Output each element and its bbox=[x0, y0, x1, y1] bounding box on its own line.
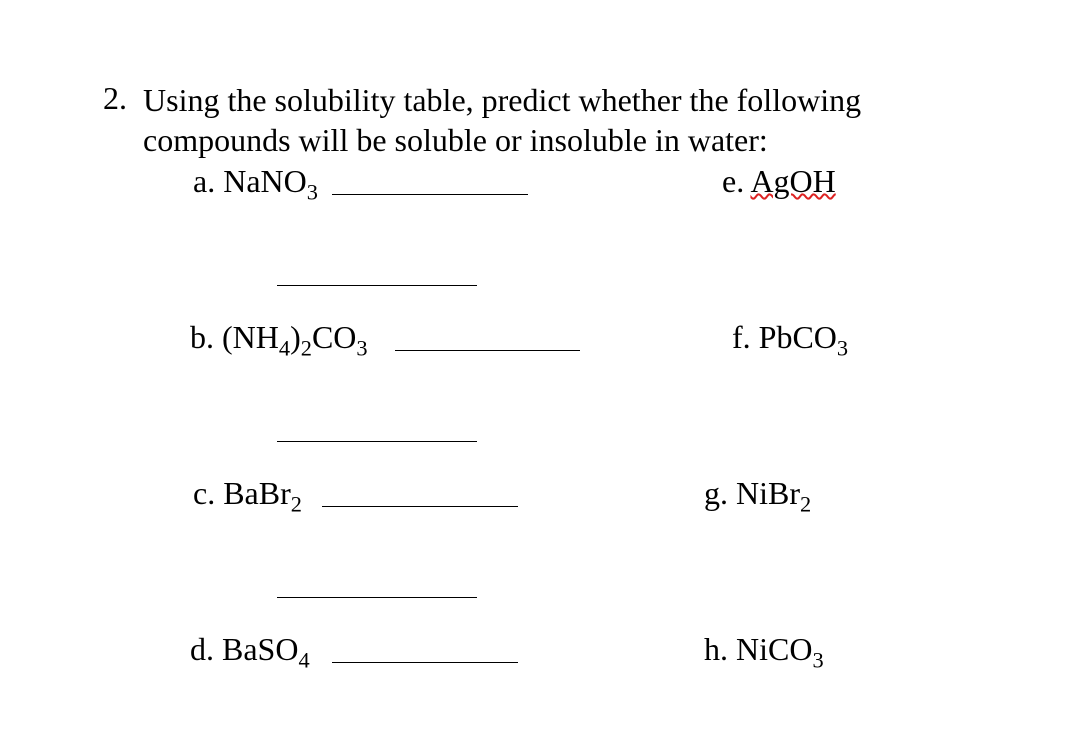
item-a-letter: a. bbox=[193, 163, 215, 199]
item-f: f. PbCO3 bbox=[732, 319, 848, 356]
item-c: c. BaBr2 bbox=[193, 475, 302, 512]
blank-c[interactable] bbox=[322, 506, 518, 507]
item-f-formula: PbCO3 bbox=[759, 319, 848, 355]
item-h-formula: NiCO3 bbox=[736, 631, 824, 667]
item-h: h. NiCO3 bbox=[704, 631, 824, 668]
item-b-formula: (NH4)2CO3 bbox=[222, 319, 368, 355]
question-number: 2. bbox=[103, 80, 127, 117]
item-c-letter: c. bbox=[193, 475, 215, 511]
item-f-letter: f. bbox=[732, 319, 751, 355]
blank-d[interactable] bbox=[332, 662, 518, 663]
item-g-formula: NiBr2 bbox=[736, 475, 811, 511]
worksheet-page: 2. Using the solubility table, predict w… bbox=[0, 0, 1080, 731]
item-b-letter: b. bbox=[190, 319, 214, 355]
item-a-formula: NaNO3 bbox=[223, 163, 318, 199]
item-e-formula: AgOH bbox=[750, 163, 835, 199]
item-d-letter: d. bbox=[190, 631, 214, 667]
item-e: e. AgOH bbox=[722, 163, 836, 200]
item-e-letter: e. bbox=[722, 163, 744, 199]
blank-a[interactable] bbox=[332, 194, 528, 195]
item-g: g. NiBr2 bbox=[704, 475, 811, 512]
item-h-letter: h. bbox=[704, 631, 728, 667]
question-text: Using the solubility table, predict whet… bbox=[143, 80, 993, 160]
blank-a-below[interactable] bbox=[277, 285, 477, 286]
blank-c-below[interactable] bbox=[277, 597, 477, 598]
item-c-formula: BaBr2 bbox=[223, 475, 302, 511]
item-d: d. BaSO4 bbox=[190, 631, 310, 668]
item-a: a. NaNO3 bbox=[193, 163, 318, 200]
item-g-letter: g. bbox=[704, 475, 728, 511]
item-d-formula: BaSO4 bbox=[222, 631, 310, 667]
question-line-1: Using the solubility table, predict whet… bbox=[143, 80, 993, 120]
blank-b[interactable] bbox=[395, 350, 580, 351]
blank-b-below[interactable] bbox=[277, 441, 477, 442]
question-line-2: compounds will be soluble or insoluble i… bbox=[143, 120, 993, 160]
item-b: b. (NH4)2CO3 bbox=[190, 319, 368, 356]
